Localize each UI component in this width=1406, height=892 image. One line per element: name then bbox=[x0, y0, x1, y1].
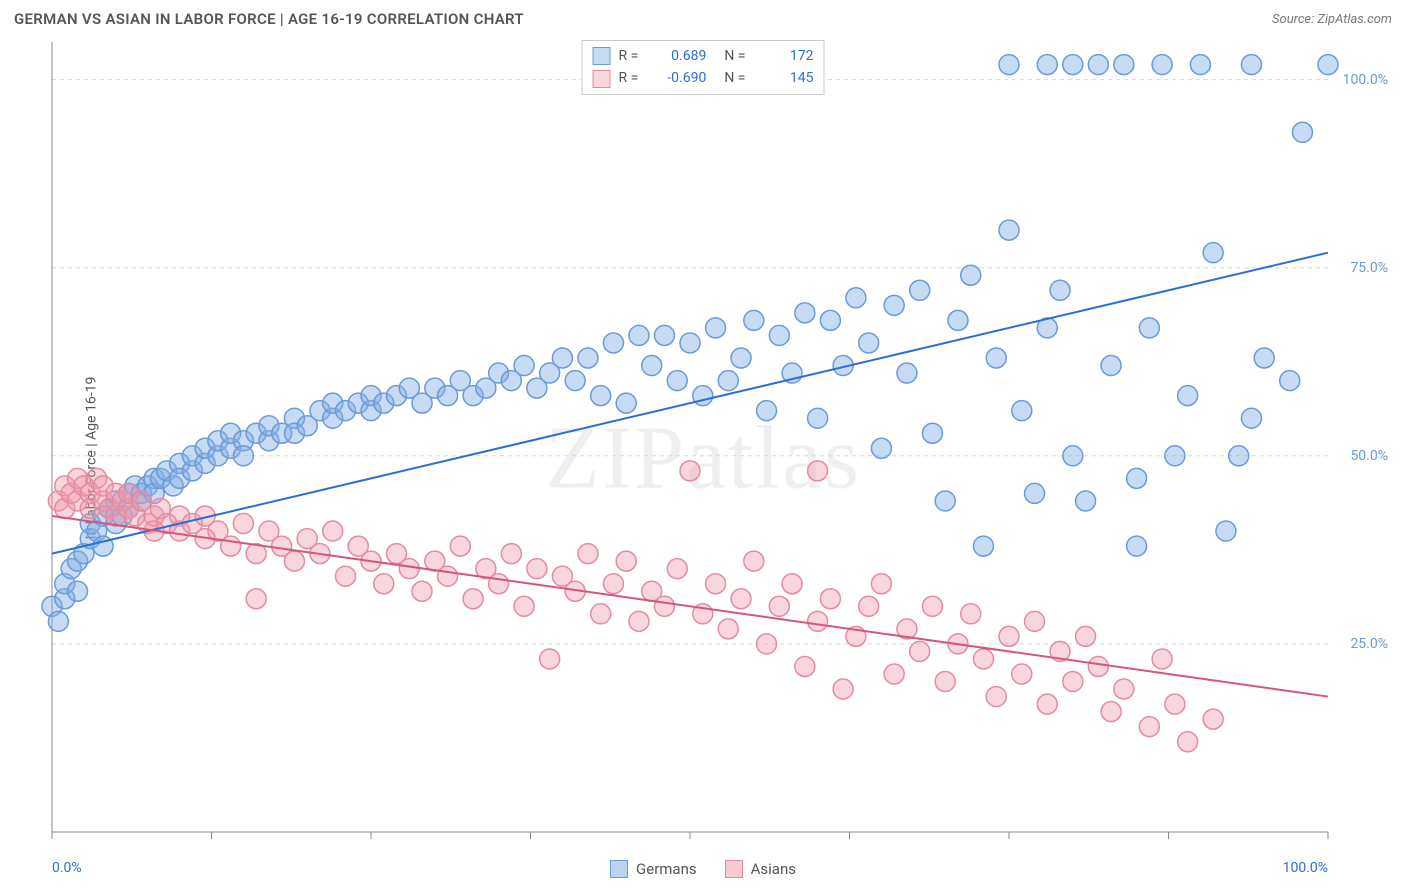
legend-n-label: N = bbox=[724, 45, 745, 67]
legend-r-label: R = bbox=[619, 45, 639, 67]
legend-r-value: 0.689 bbox=[650, 45, 706, 67]
correlation-legend: R = 0.689 N = 172 R = -0.690 N = 145 bbox=[582, 40, 825, 95]
y-tick-label: 50.0% bbox=[1350, 448, 1388, 464]
legend-row: R = 0.689 N = 172 bbox=[593, 45, 814, 67]
legend-swatch bbox=[610, 860, 628, 878]
y-tick-label: 100.0% bbox=[1343, 72, 1388, 88]
legend-swatch bbox=[593, 70, 611, 88]
x-tick-label: 0.0% bbox=[52, 860, 82, 876]
y-tick-label: 25.0% bbox=[1350, 636, 1388, 652]
scatter-plot bbox=[14, 38, 1392, 878]
source-label: Source: ZipAtlas.com bbox=[1272, 12, 1392, 27]
x-tick-label: 100.0% bbox=[1283, 860, 1328, 876]
legend-swatch bbox=[725, 860, 743, 878]
series-legend-label: Asians bbox=[751, 860, 796, 878]
series-legend-item: Germans bbox=[610, 860, 697, 878]
chart-container: In Labor Force | Age 16-19 ZIPatlas R =0… bbox=[14, 38, 1392, 878]
series-legend: Germans Asians bbox=[610, 860, 796, 878]
series-legend-label: Germans bbox=[636, 860, 697, 878]
legend-row: R = -0.690 N = 145 bbox=[593, 67, 814, 89]
legend-r-label: R = bbox=[619, 67, 639, 89]
legend-r-value: -0.690 bbox=[650, 67, 706, 89]
y-tick-label: 75.0% bbox=[1350, 260, 1388, 276]
chart-title: GERMAN VS ASIAN IN LABOR FORCE | AGE 16-… bbox=[14, 10, 524, 28]
series-legend-item: Asians bbox=[725, 860, 796, 878]
legend-swatch bbox=[593, 47, 611, 65]
legend-n-label: N = bbox=[724, 67, 745, 89]
legend-n-value: 172 bbox=[757, 45, 813, 67]
legend-n-value: 145 bbox=[757, 67, 813, 89]
